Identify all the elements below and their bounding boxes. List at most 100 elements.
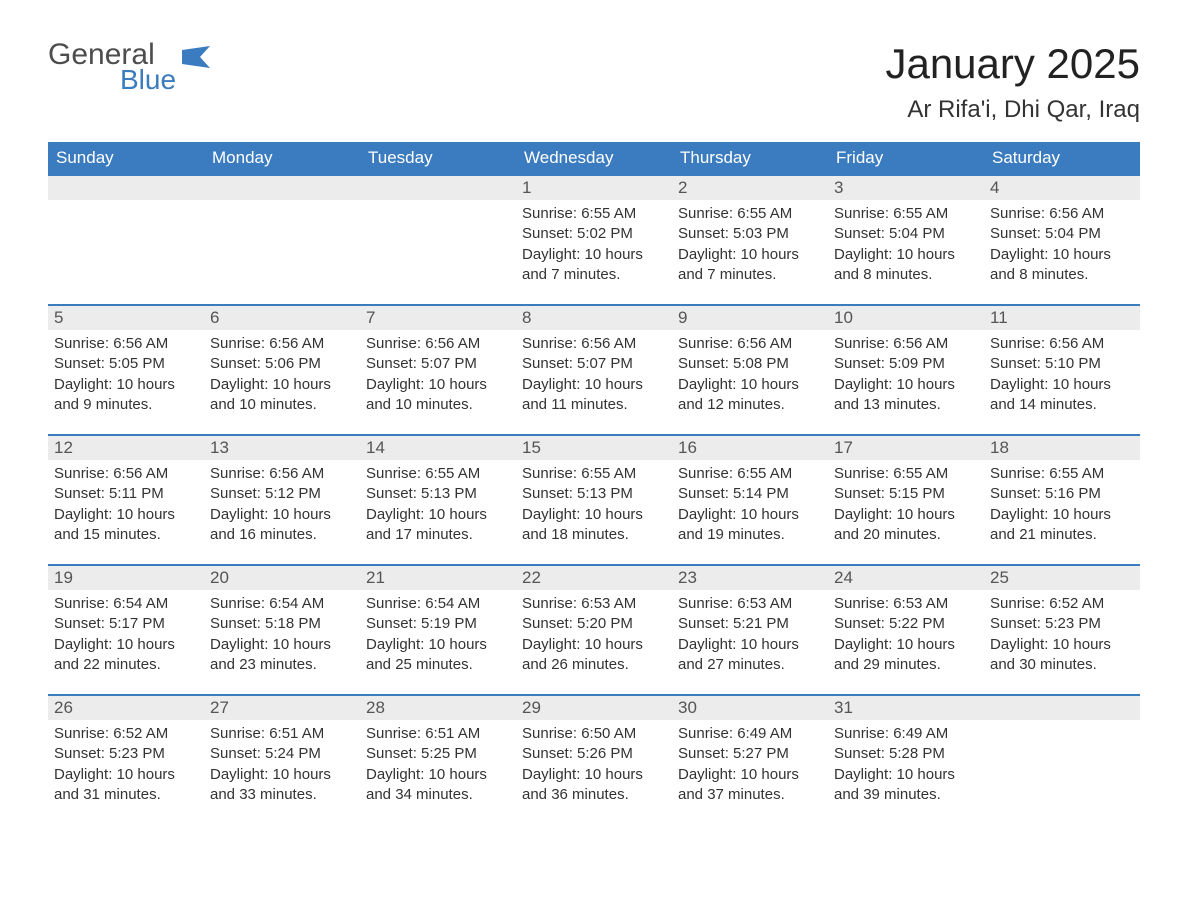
calendar-day-cell: 20Sunrise: 6:54 AMSunset: 5:18 PMDayligh… xyxy=(204,564,360,694)
daylight-line: Daylight: 10 hours and 27 minutes. xyxy=(678,635,822,676)
sunrise-line: Sunrise: 6:55 AM xyxy=(678,464,822,484)
calendar-day-cell xyxy=(360,174,516,304)
sunrise-line: Sunrise: 6:55 AM xyxy=(678,204,822,224)
calendar-week-row: 12Sunrise: 6:56 AMSunset: 5:11 PMDayligh… xyxy=(48,434,1140,564)
sunrise-line: Sunrise: 6:56 AM xyxy=(678,334,822,354)
flag-icon xyxy=(182,46,216,73)
day-details: Sunrise: 6:55 AMSunset: 5:13 PMDaylight:… xyxy=(360,460,516,551)
daylight-line: Daylight: 10 hours and 31 minutes. xyxy=(54,765,198,806)
sunrise-line: Sunrise: 6:53 AM xyxy=(522,594,666,614)
sunrise-line: Sunrise: 6:55 AM xyxy=(522,464,666,484)
day-details: Sunrise: 6:55 AMSunset: 5:03 PMDaylight:… xyxy=(672,200,828,291)
daylight-line: Daylight: 10 hours and 10 minutes. xyxy=(366,375,510,416)
day-number: 26 xyxy=(48,694,204,720)
sunset-line: Sunset: 5:19 PM xyxy=(366,614,510,634)
sunset-line: Sunset: 5:07 PM xyxy=(522,354,666,374)
calendar-day-cell: 6Sunrise: 6:56 AMSunset: 5:06 PMDaylight… xyxy=(204,304,360,434)
header: General Blue January 2025 Ar Rifa'i, Dhi… xyxy=(48,40,1140,124)
calendar-day-cell: 13Sunrise: 6:56 AMSunset: 5:12 PMDayligh… xyxy=(204,434,360,564)
day-details: Sunrise: 6:54 AMSunset: 5:18 PMDaylight:… xyxy=(204,590,360,681)
sunrise-line: Sunrise: 6:55 AM xyxy=(990,464,1134,484)
sunset-line: Sunset: 5:13 PM xyxy=(366,484,510,504)
sunrise-line: Sunrise: 6:55 AM xyxy=(834,204,978,224)
daylight-line: Daylight: 10 hours and 25 minutes. xyxy=(366,635,510,676)
calendar-day-cell: 31Sunrise: 6:49 AMSunset: 5:28 PMDayligh… xyxy=(828,694,984,824)
daylight-line: Daylight: 10 hours and 19 minutes. xyxy=(678,505,822,546)
calendar-day-cell: 29 Sunrise: 6:50 AMSunset: 5:26 PMDayligh… xyxy=(516,694,672,824)
sunset-line: Sunset: 5:20 PM xyxy=(522,614,666,634)
sunset-line: Sunset: 5:27 PM xyxy=(678,744,822,764)
calendar-day-cell: 21Sunrise: 6:54 AMSunset: 5:19 PMDayligh… xyxy=(360,564,516,694)
day-details: Sunrise: 6:55 AMSunset: 5:04 PMDaylight:… xyxy=(828,200,984,291)
day-details: Sunrise: 6:56 AMSunset: 5:06 PMDaylight:… xyxy=(204,330,360,421)
day-number: 30 xyxy=(672,694,828,720)
day-number: 8 xyxy=(516,304,672,330)
day-details: Sunrise: 6:49 AMSunset: 5:28 PMDaylight:… xyxy=(828,720,984,811)
sunrise-line: Sunrise: 6:56 AM xyxy=(990,334,1134,354)
day-number: 20 xyxy=(204,564,360,590)
calendar-day-cell: 8Sunrise: 6:56 AMSunset: 5:07 PMDaylight… xyxy=(516,304,672,434)
sunrise-line: Sunrise: 6:50 AM xyxy=(522,724,666,744)
sunrise-line: Sunrise: 6:56 AM xyxy=(54,334,198,354)
sunrise-line: Sunrise: 6:53 AM xyxy=(834,594,978,614)
day-number-bar-empty xyxy=(984,694,1140,720)
sunset-line: Sunset: 5:28 PM xyxy=(834,744,978,764)
sunrise-line: Sunrise: 6:56 AM xyxy=(210,334,354,354)
weekday-header: Friday xyxy=(828,142,984,174)
daylight-line: Daylight: 10 hours and 9 minutes. xyxy=(54,375,198,416)
day-number: 18 xyxy=(984,434,1140,460)
sunset-line: Sunset: 5:04 PM xyxy=(990,224,1134,244)
calendar-day-cell: 27Sunrise: 6:51 AMSunset: 5:24 PMDayligh… xyxy=(204,694,360,824)
location-subtitle: Ar Rifa'i, Dhi Qar, Iraq xyxy=(885,96,1140,124)
calendar-week-row: 5Sunrise: 6:56 AMSunset: 5:05 PMDaylight… xyxy=(48,304,1140,434)
sunset-line: Sunset: 5:16 PM xyxy=(990,484,1134,504)
sunrise-line: Sunrise: 6:54 AM xyxy=(54,594,198,614)
day-number: 6 xyxy=(204,304,360,330)
calendar-day-cell: 22Sunrise: 6:53 AMSunset: 5:20 PMDayligh… xyxy=(516,564,672,694)
sunrise-line: Sunrise: 6:54 AM xyxy=(210,594,354,614)
daylight-line: Daylight: 10 hours and 36 minutes. xyxy=(522,765,666,806)
calendar-day-cell: 4Sunrise: 6:56 AMSunset: 5:04 PMDaylight… xyxy=(984,174,1140,304)
sunrise-line: Sunrise: 6:49 AM xyxy=(834,724,978,744)
weekday-header: Sunday xyxy=(48,142,204,174)
day-number: 15 xyxy=(516,434,672,460)
logo: General Blue xyxy=(48,40,216,94)
day-details: Sunrise: 6:56 AMSunset: 5:11 PMDaylight:… xyxy=(48,460,204,551)
sunset-line: Sunset: 5:05 PM xyxy=(54,354,198,374)
sunset-line: Sunset: 5:13 PM xyxy=(522,484,666,504)
sunset-line: Sunset: 5:08 PM xyxy=(678,354,822,374)
daylight-line: Daylight: 10 hours and 33 minutes. xyxy=(210,765,354,806)
calendar-day-cell: 18Sunrise: 6:55 AMSunset: 5:16 PMDayligh… xyxy=(984,434,1140,564)
sunset-line: Sunset: 5:26 PM xyxy=(522,744,666,764)
daylight-line: Daylight: 10 hours and 12 minutes. xyxy=(678,375,822,416)
day-details: Sunrise: 6:54 AMSunset: 5:19 PMDaylight:… xyxy=(360,590,516,681)
daylight-line: Daylight: 10 hours and 34 minutes. xyxy=(366,765,510,806)
day-number: 11 xyxy=(984,304,1140,330)
weekday-header-row: SundayMondayTuesdayWednesdayThursdayFrid… xyxy=(48,142,1140,174)
calendar-day-cell: 5Sunrise: 6:56 AMSunset: 5:05 PMDaylight… xyxy=(48,304,204,434)
calendar-day-cell: 7Sunrise: 6:56 AMSunset: 5:07 PMDaylight… xyxy=(360,304,516,434)
sunrise-line: Sunrise: 6:55 AM xyxy=(366,464,510,484)
sunset-line: Sunset: 5:04 PM xyxy=(834,224,978,244)
day-number: 31 xyxy=(828,694,984,720)
calendar-week-row: 1Sunrise: 6:55 AMSunset: 5:02 PMDaylight… xyxy=(48,174,1140,304)
calendar-table: SundayMondayTuesdayWednesdayThursdayFrid… xyxy=(48,142,1140,824)
sunrise-line: Sunrise: 6:52 AM xyxy=(54,724,198,744)
calendar-day-cell: 14Sunrise: 6:55 AMSunset: 5:13 PMDayligh… xyxy=(360,434,516,564)
sunrise-line: Sunrise: 6:56 AM xyxy=(366,334,510,354)
daylight-line: Daylight: 10 hours and 23 minutes. xyxy=(210,635,354,676)
day-number: 7 xyxy=(360,304,516,330)
daylight-line: Daylight: 10 hours and 13 minutes. xyxy=(834,375,978,416)
day-details: Sunrise: 6:55 AMSunset: 5:16 PMDaylight:… xyxy=(984,460,1140,551)
daylight-line: Daylight: 10 hours and 15 minutes. xyxy=(54,505,198,546)
sunset-line: Sunset: 5:21 PM xyxy=(678,614,822,634)
title-block: January 2025 Ar Rifa'i, Dhi Qar, Iraq xyxy=(885,40,1140,124)
day-details: Sunrise: 6:51 AMSunset: 5:25 PMDaylight:… xyxy=(360,720,516,811)
day-details: Sunrise: 6:53 AMSunset: 5:21 PMDaylight:… xyxy=(672,590,828,681)
day-details: Sunrise: 6:51 AMSunset: 5:24 PMDaylight:… xyxy=(204,720,360,811)
day-number: 29 xyxy=(516,694,672,720)
day-details: Sunrise: 6:53 AMSunset: 5:22 PMDaylight:… xyxy=(828,590,984,681)
logo-word-blue: Blue xyxy=(120,66,176,94)
sunset-line: Sunset: 5:22 PM xyxy=(834,614,978,634)
day-details: Sunrise: 6:56 AMSunset: 5:08 PMDaylight:… xyxy=(672,330,828,421)
